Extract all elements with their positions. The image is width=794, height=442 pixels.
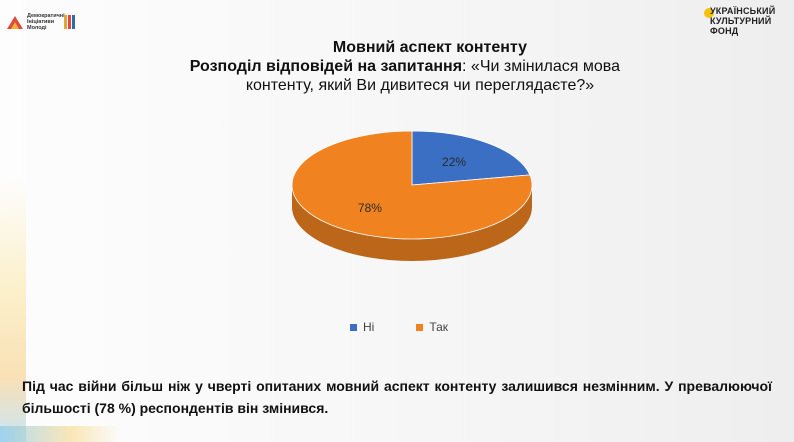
slide-title-block: Мовний аспект контенту Розподіл відповід… — [160, 38, 620, 95]
legend-label: Так — [429, 320, 449, 334]
pie-side-Так — [292, 185, 532, 261]
data-label-Так: 78% — [358, 201, 382, 215]
conclusion-text: Під час війни більш ніж у чверті опитани… — [22, 378, 772, 416]
mountain-icon — [7, 16, 23, 29]
logo-democratic-initiatives: Демократичні Ініціативи Молоді — [6, 10, 76, 34]
chart-legend: Ні Так — [350, 320, 448, 334]
subtitle-rest: : «Чи змінилася мова — [462, 58, 620, 75]
legend-item-Ні: Ні — [350, 320, 374, 334]
subtitle-bold: Розподіл відповідей на запитання — [189, 58, 463, 75]
sun-icon — [704, 8, 714, 18]
legend-swatch — [350, 323, 357, 331]
logo-left-text: Демократичні Ініціативи Молоді — [27, 13, 65, 31]
legend-swatch — [416, 323, 424, 331]
slide-subtitle: Розподіл відповідей на запитання: «Чи зм… — [160, 57, 620, 76]
decorative-edge-bottom — [0, 426, 120, 442]
legend-label: Ні — [363, 320, 375, 334]
pie-slice-Так — [291, 130, 533, 240]
legend-item-Так: Так — [416, 320, 448, 334]
slide-subtitle-line2: контенту, який Ви дивитеся чи переглядає… — [245, 77, 595, 94]
data-label-Ні: 22% — [442, 155, 466, 169]
logo-ukrainian-cultural-fund: УКРАЇНСЬКИЙ КУЛЬТУРНИЙ ФОНД — [704, 6, 776, 46]
decorative-edge — [0, 180, 26, 442]
logo-right-text: УКРАЇНСЬКИЙ КУЛЬТУРНИЙ ФОНД — [710, 6, 776, 36]
pie-slice-Ні — [411, 130, 531, 186]
pie-chart: 22% 78% — [291, 130, 533, 261]
slide-title: Мовний аспект контенту — [332, 39, 528, 56]
logo-left-bars — [64, 15, 75, 29]
